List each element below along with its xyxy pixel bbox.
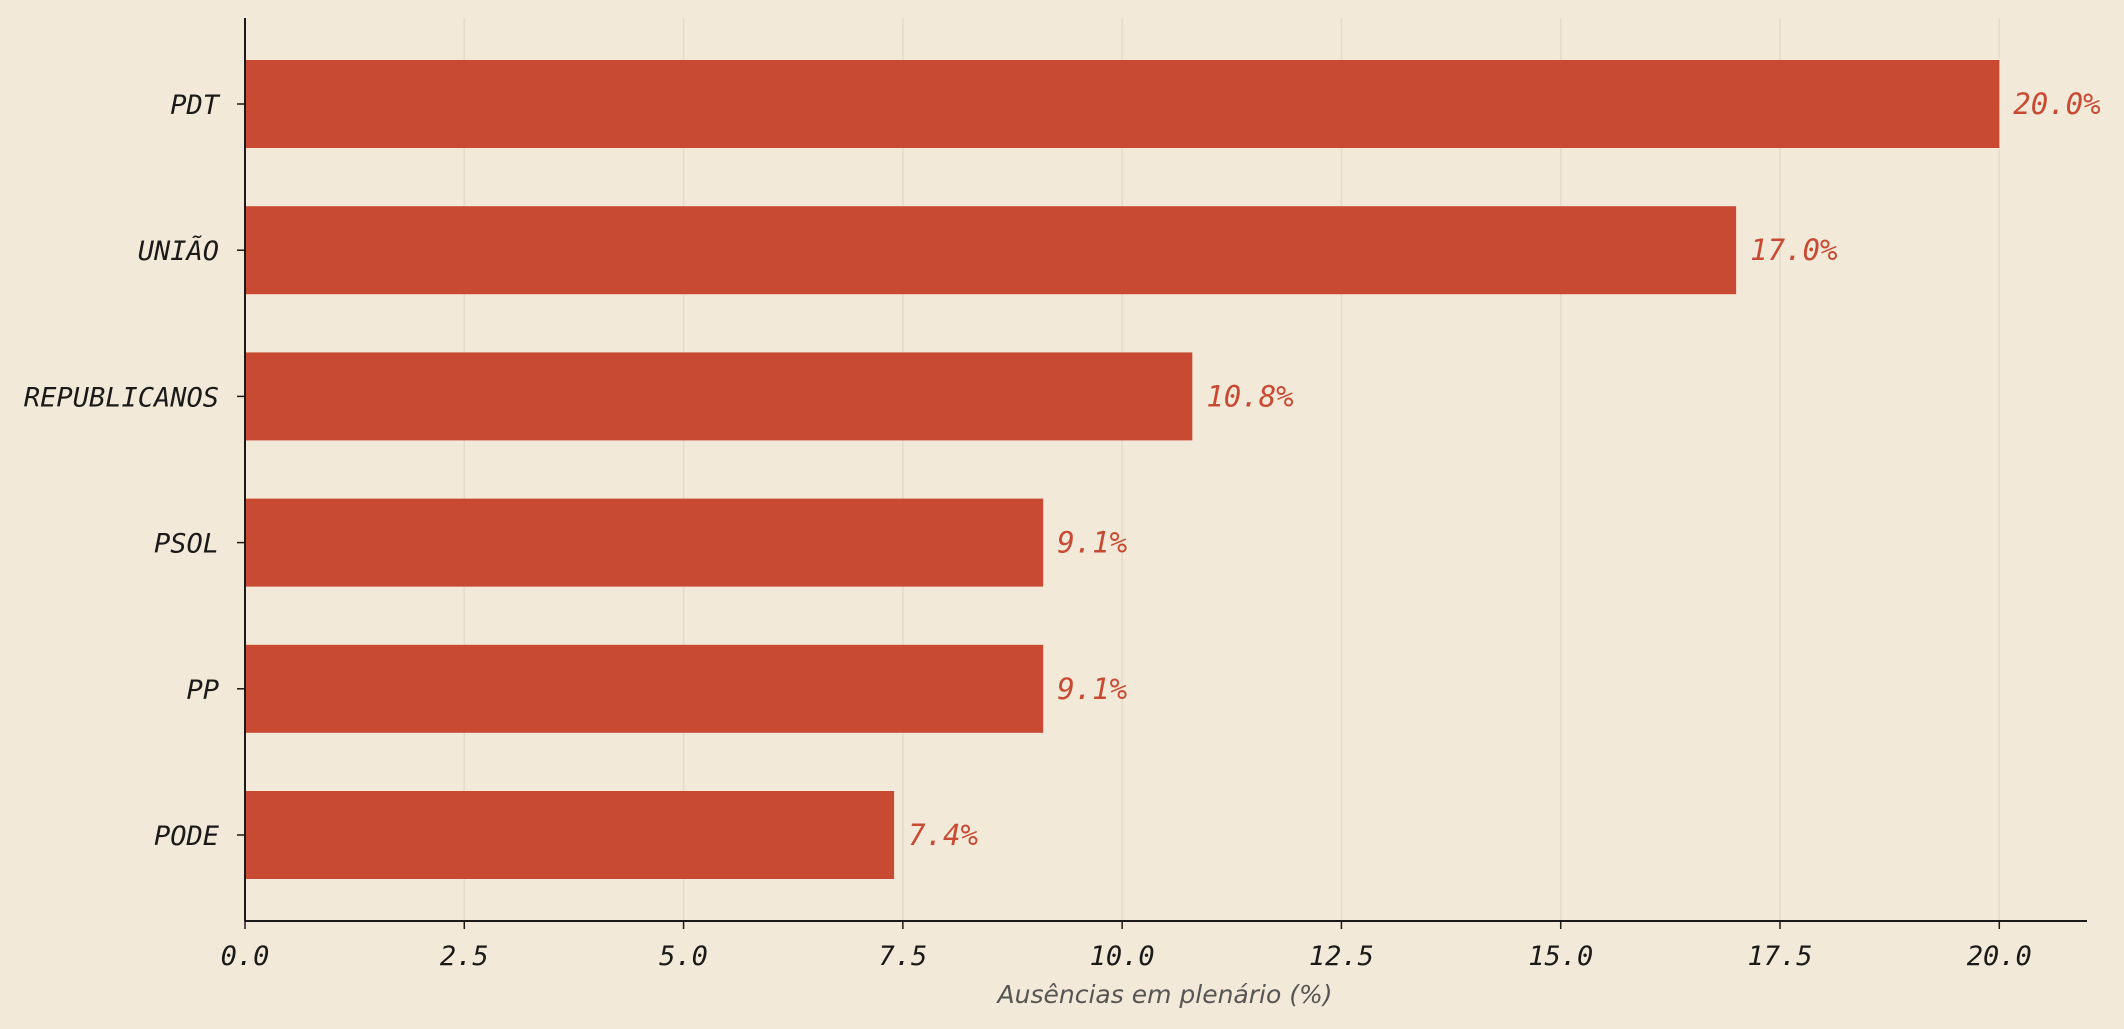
category-label: PODE — [154, 821, 220, 852]
data-label: 9.1% — [1057, 672, 1127, 706]
bar-pdt — [245, 60, 2000, 148]
x-tick-label: 0.0 — [221, 941, 270, 972]
x-tick-label: 17.5 — [1747, 941, 1812, 972]
grid-lines — [463, 18, 2001, 921]
bar-psol — [245, 498, 1044, 587]
x-tick-label: 7.5 — [878, 941, 927, 972]
category-label: PP — [186, 675, 219, 706]
labels: PDT 20.0% UNIÃO 17.0% REPUBLICANOS 10.8% PSOL 9… — [24, 87, 2101, 972]
x-tick-label: 10.0 — [1090, 941, 1155, 972]
bar-união — [245, 206, 1737, 295]
bar-pode — [245, 791, 895, 879]
data-label: 7.4% — [908, 818, 978, 852]
x-tick-label: 12.5 — [1309, 941, 1374, 972]
x-tick-label: 2.5 — [440, 941, 489, 972]
x-axis-title: Ausências em plenário (%) — [996, 980, 1333, 1009]
x-tick-label: 20.0 — [1967, 941, 2032, 972]
data-label: 17.0% — [1750, 233, 1837, 267]
bar-pp — [245, 644, 1044, 733]
category-label: UNIÃO — [138, 235, 219, 267]
axes — [237, 18, 2087, 929]
bar-republicanos — [245, 352, 1193, 441]
data-label: 20.0% — [2013, 87, 2100, 121]
category-label: PDT — [170, 90, 221, 121]
data-label: 9.1% — [1057, 526, 1127, 560]
x-tick-label: 15.0 — [1528, 941, 1593, 972]
category-label: REPUBLICANOS — [24, 382, 219, 413]
x-tick-label: 5.0 — [659, 941, 708, 972]
bars — [245, 60, 2000, 879]
category-label: PSOL — [154, 529, 219, 560]
data-label: 10.8% — [1206, 379, 1293, 413]
